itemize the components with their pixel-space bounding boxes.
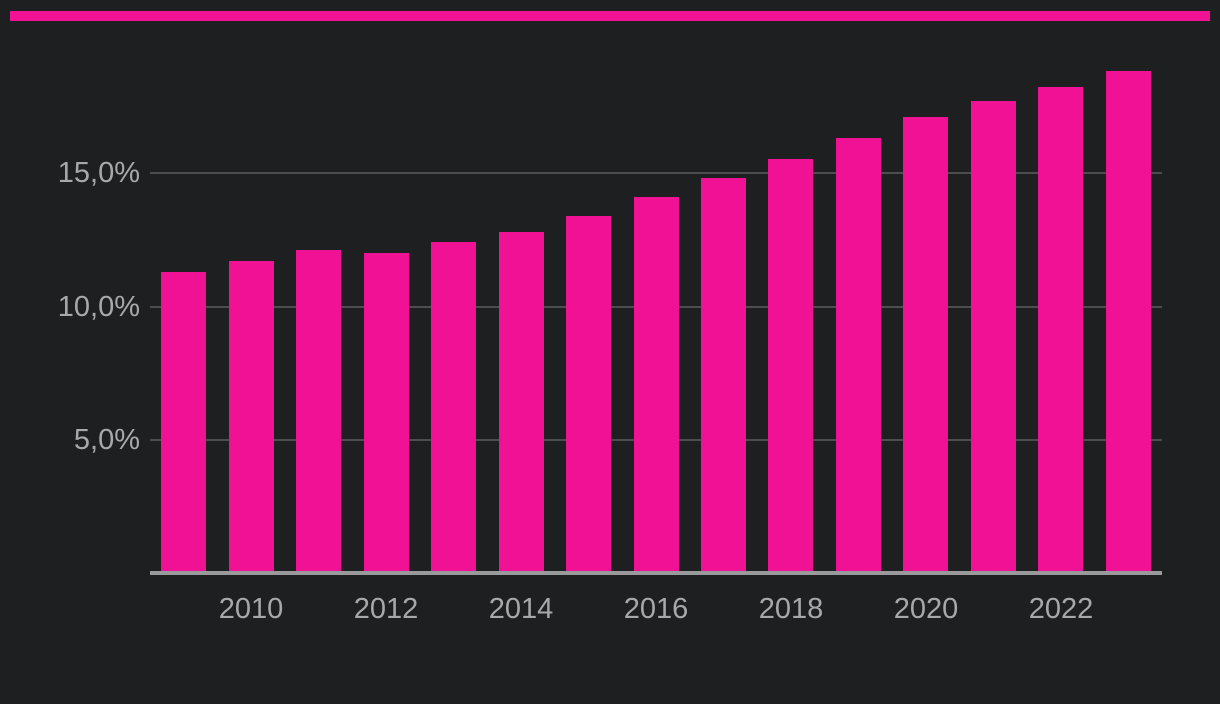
bar-2016[interactable] xyxy=(634,197,679,574)
bar-2011[interactable] xyxy=(296,250,341,574)
x-tick-label: 2010 xyxy=(218,593,284,625)
bar-2021[interactable] xyxy=(971,101,1016,574)
bar-2017[interactable] xyxy=(701,178,746,574)
accent-bar xyxy=(10,11,1210,21)
bar-2010[interactable] xyxy=(229,261,274,574)
bar-2019[interactable] xyxy=(836,138,881,574)
y-tick-label: 5,0% xyxy=(73,424,140,456)
y-tick-label: 10,0% xyxy=(57,291,140,323)
x-tick-label: 2014 xyxy=(488,593,554,625)
x-tick-label: 2022 xyxy=(1028,593,1094,625)
bar-2018[interactable] xyxy=(768,159,813,574)
bar-2022[interactable] xyxy=(1038,87,1083,574)
gridline-15 xyxy=(150,172,1162,174)
x-tick-label: 2020 xyxy=(893,593,959,625)
x-tick-label: 2018 xyxy=(758,593,824,625)
bar-2015[interactable] xyxy=(566,216,611,574)
bar-2023[interactable] xyxy=(1106,71,1151,574)
bar-2020[interactable] xyxy=(903,117,948,574)
x-axis-line xyxy=(150,571,1162,575)
bar-2012[interactable] xyxy=(364,253,409,574)
bar-2013[interactable] xyxy=(431,242,476,574)
x-tick-label: 2016 xyxy=(623,593,689,625)
y-tick-label: 15,0% xyxy=(57,157,140,189)
x-tick-label: 2012 xyxy=(353,593,419,625)
bar-2014[interactable] xyxy=(499,232,544,574)
bar-2009[interactable] xyxy=(161,272,206,574)
